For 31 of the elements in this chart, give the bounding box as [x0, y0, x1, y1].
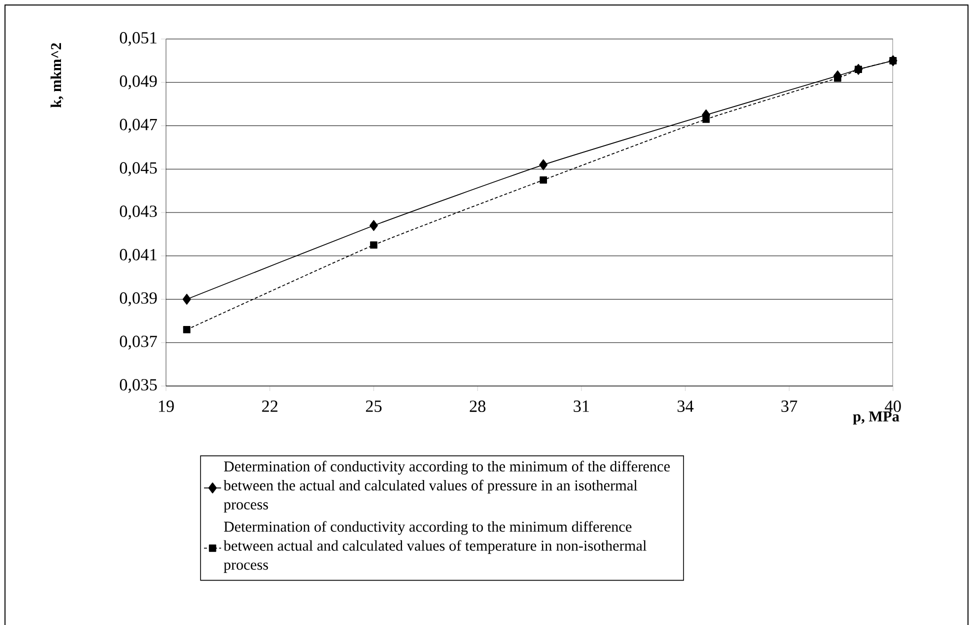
point	[370, 241, 378, 249]
point	[702, 116, 710, 123]
x-axis-title: p, MPa	[852, 412, 900, 425]
point	[539, 159, 548, 170]
x-tick-label: 25	[366, 400, 382, 412]
y-axis-title: k, mkm^2	[50, 43, 64, 108]
x-tick-label: 37	[781, 400, 798, 412]
y-tick-label: 0,045	[120, 162, 157, 176]
y-tick-label: 0,049	[120, 75, 157, 90]
x-tick-label: 34	[678, 400, 694, 412]
y-tick-label: 0,041	[120, 248, 156, 263]
y-tick-label: 0,043	[120, 206, 157, 220]
y-tick-label: 0,047	[120, 118, 157, 133]
point	[854, 66, 862, 74]
point	[834, 74, 842, 82]
legend-label: Determination of conductivity according to the minimum difference between actual and calculated values of temperature in non-isothermal process	[224, 521, 646, 573]
y-tick-label: 0,035	[120, 379, 157, 393]
point	[889, 57, 897, 64]
x-tick-label: 22	[262, 400, 278, 412]
legend-label: Determination of conductivity according to the minimum of the difference between the actual and calculated values of pressure in an isothermal process	[224, 460, 670, 513]
point	[182, 294, 191, 305]
x-tick-label: 40	[884, 400, 901, 412]
x-tick-label: 31	[574, 400, 589, 412]
x-tick-label: 28	[470, 400, 486, 412]
y-tick-label: 0,039	[120, 292, 157, 306]
point	[370, 220, 378, 231]
y-tick-label: 0,037	[120, 336, 157, 350]
y-tick-label: 0,051	[120, 32, 156, 46]
x-tick-label: 19	[158, 400, 174, 412]
point	[540, 176, 548, 184]
point	[183, 326, 190, 334]
